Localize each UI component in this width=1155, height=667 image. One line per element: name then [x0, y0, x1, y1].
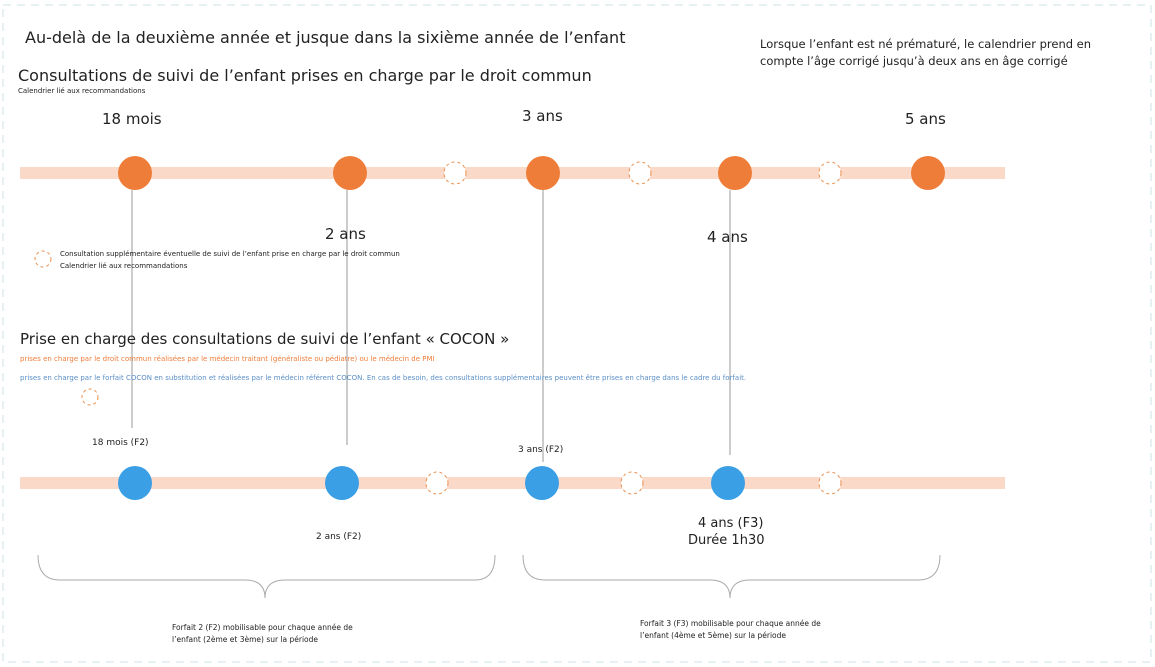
blue-note: prises en charge par le forfait COCON en… — [20, 374, 747, 382]
orange-dots — [118, 156, 945, 190]
blue-dots — [118, 466, 745, 500]
label: 4 ans (F3) — [698, 516, 764, 531]
label: 5 ans — [905, 110, 946, 128]
label: 3 ans — [522, 107, 563, 125]
note: Lorsque l’enfant est né prématuré, le ca… — [760, 37, 1092, 68]
section-title: Consultations de suivi de l’enfant prise… — [18, 66, 592, 85]
forfait: Forfait 2 (F2) mobilisable pour chaque a… — [172, 623, 353, 644]
label: 2 ans — [325, 225, 366, 243]
label: 2 ans (F2) — [316, 532, 362, 542]
connectors — [131, 190, 731, 462]
duration: Durée 1h30 — [688, 533, 765, 548]
forfait: Forfait 3 (F3) mobilisable pour chaque a… — [640, 619, 821, 640]
label: 3 ans (F2) — [518, 445, 564, 455]
subtitle: Calendrier lié aux recommandations — [18, 87, 146, 95]
braces — [37, 554, 941, 599]
section-title: Prise en charge des consultations de sui… — [20, 330, 510, 348]
orange-note: prises en charge par le droit commun réa… — [20, 355, 435, 363]
title: Au-delà de la deuxième année et jusque d… — [25, 28, 626, 47]
border — [2, 4, 1152, 663]
optional-dots — [34, 161, 842, 495]
label: 18 mois (F2) — [92, 438, 149, 448]
label: 4 ans — [707, 228, 748, 246]
legend: Calendrier lié aux recommandations — [60, 262, 188, 270]
legend: Consultation supplémentaire éventuelle d… — [60, 250, 400, 258]
label: 18 mois — [102, 110, 162, 128]
